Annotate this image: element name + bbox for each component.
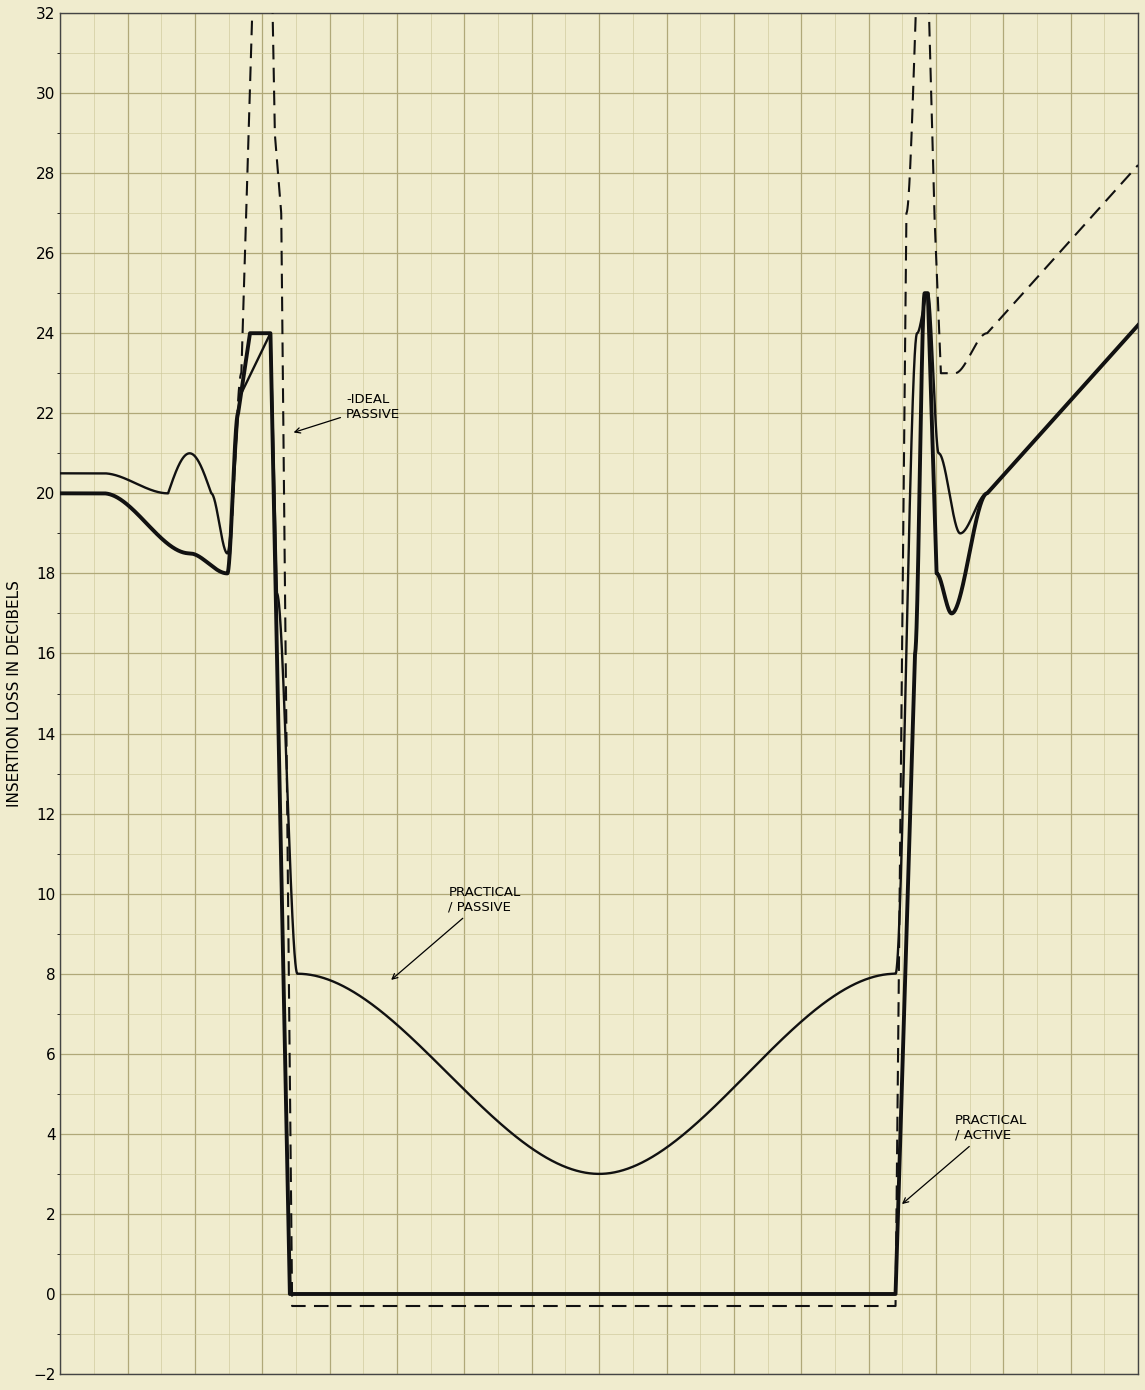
Y-axis label: INSERTION LOSS IN DECIBELS: INSERTION LOSS IN DECIBELS: [7, 580, 22, 808]
Text: PRACTICAL
/ ACTIVE: PRACTICAL / ACTIVE: [903, 1113, 1027, 1204]
Text: -IDEAL
PASSIVE: -IDEAL PASSIVE: [295, 393, 400, 432]
Text: PRACTICAL
/ PASSIVE: PRACTICAL / PASSIVE: [393, 885, 521, 979]
